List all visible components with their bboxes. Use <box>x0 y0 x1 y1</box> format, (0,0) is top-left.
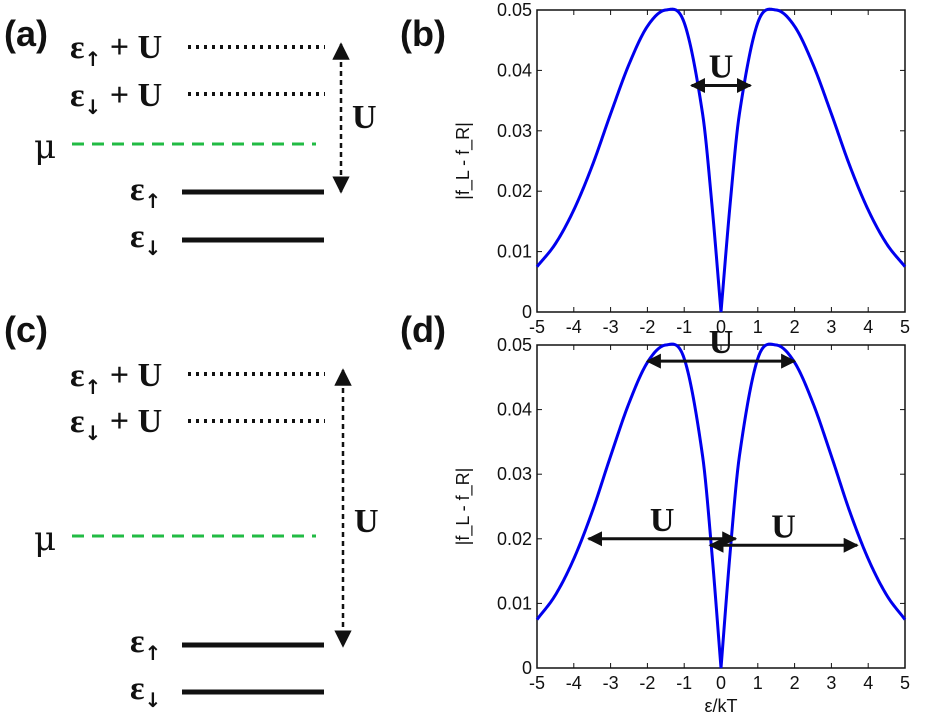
level-c-up: ε↑ <box>130 623 161 665</box>
level-a-up-plus-u: ε↑ + U <box>70 29 162 71</box>
x-tick-label: -3 <box>603 317 619 337</box>
x-tick-label: -4 <box>566 317 582 337</box>
x-tick-label: -5 <box>529 317 545 337</box>
x-tick-label: -5 <box>529 673 545 693</box>
annotation-label: U <box>771 508 796 545</box>
y-tick-label: 0 <box>522 302 532 322</box>
y-axis-label: |f_L - f_R| <box>453 122 474 200</box>
x-tick-label: 1 <box>753 317 763 337</box>
series-line <box>535 7 907 313</box>
level-c-down: ε↓ <box>130 670 161 712</box>
annotation-label: U <box>650 502 675 539</box>
gap-label-c: U <box>354 503 379 540</box>
y-tick-label: 0.02 <box>497 181 532 201</box>
x-tick-label: -3 <box>603 673 619 693</box>
x-tick-label: 5 <box>900 317 910 337</box>
x-tick-label: 3 <box>826 673 836 693</box>
y-tick-label: 0 <box>522 658 532 678</box>
plot-frame <box>536 344 906 669</box>
y-tick-label: 0.05 <box>497 335 532 355</box>
y-tick-label: 0.01 <box>497 593 532 613</box>
panel-label-b: (b) <box>400 13 446 54</box>
level-a-up: ε↑ <box>130 171 161 213</box>
level-a-down: ε↓ <box>130 218 161 260</box>
chart-b: -5 -4 -3 -2 -1 0 1 2 3 4 5 0 0.01 0.02 0.03 0.04 0.05 |f_… <box>453 0 910 337</box>
y-tick-label: 0.02 <box>497 529 532 549</box>
y-tick-label: 0.05 <box>497 0 532 20</box>
energy-diagram-c: ε↑ + U ε↓ + U μ ε↑ ε↓ U <box>34 357 379 712</box>
x-axis-label: ε/kT <box>704 696 737 716</box>
x-tick-label: -2 <box>639 673 655 693</box>
x-tick-label: 0 <box>716 673 726 693</box>
y-tick-label: 0.04 <box>497 400 532 420</box>
x-tick-label: 4 <box>863 317 873 337</box>
x-tick-label: -1 <box>676 673 692 693</box>
x-tick-label: 0 <box>716 317 726 337</box>
panel-label-d: (d) <box>400 309 446 350</box>
x-tick-label: 4 <box>863 673 873 693</box>
level-c-up-plus-u: ε↑ + U <box>70 357 162 399</box>
annotation-label: U <box>709 324 734 361</box>
chart-d: -5 -4 -3 -2 -1 0 1 2 3 4 5 0 0.01 0.02 0.03 0.04 0.05 |f_… <box>453 324 910 716</box>
x-tick-label: 1 <box>753 673 763 693</box>
panel-label-a: (a) <box>4 13 48 54</box>
energy-diagram-a: ε↑ + U ε↓ + U μ ε↑ ε↓ U <box>34 29 377 260</box>
y-tick-label: 0.04 <box>497 60 532 80</box>
y-tick-label: 0.01 <box>497 242 532 262</box>
gap-label-a: U <box>352 99 377 136</box>
x-tick-label: -4 <box>566 673 582 693</box>
mu-label-c: μ <box>34 519 56 559</box>
x-tick-label: 5 <box>900 673 910 693</box>
level-c-down-plus-u: ε↓ + U <box>70 403 162 445</box>
level-a-down-plus-u: ε↓ + U <box>70 77 162 119</box>
panel-label-c: (c) <box>4 309 48 350</box>
y-axis-label: |f_L - f_R| <box>453 468 474 546</box>
y-tick-label: 0.03 <box>497 464 532 484</box>
series-line <box>535 342 907 669</box>
x-tick-label: -2 <box>639 317 655 337</box>
x-tick-label: 2 <box>790 317 800 337</box>
y-tick-label: 0.03 <box>497 121 532 141</box>
mu-label-a: μ <box>34 127 56 167</box>
annotation-label: U <box>709 49 734 86</box>
x-tick-label: 2 <box>790 673 800 693</box>
x-tick-label: -1 <box>676 317 692 337</box>
x-tick-label: 3 <box>826 317 836 337</box>
